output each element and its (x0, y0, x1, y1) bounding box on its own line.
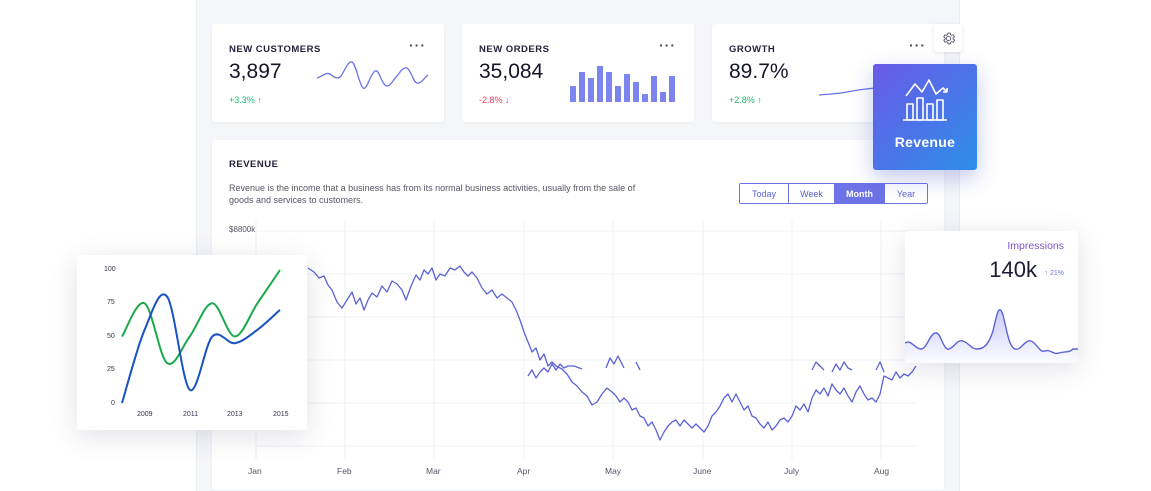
y-tick-50: 50 (107, 333, 115, 340)
mini-line-chart (121, 269, 281, 404)
orders-bar-chart (570, 66, 675, 102)
more-options-icon[interactable]: ··· (409, 37, 426, 53)
stat-card-new-orders: NEW ORDERS ··· 35,084 -2.8% ↓ (462, 24, 694, 122)
bar-chart-trend-icon (903, 79, 948, 121)
chart-gridlines (255, 220, 917, 460)
arrow-down-icon: ↓ (505, 95, 510, 105)
stat-title: NEW ORDERS (479, 44, 550, 55)
revenue-description: Revenue is the income that a business ha… (229, 183, 636, 205)
mini-chart-series-1 (121, 269, 281, 365)
tab-month[interactable]: Month (835, 184, 885, 203)
stat-change: +3.3% ↑ (229, 95, 262, 105)
y-tick-100: 100 (104, 266, 116, 273)
stat-value: 35,084 (479, 60, 544, 83)
stat-value: 3,897 (229, 60, 282, 83)
change-value: -2.8% (479, 95, 503, 105)
stat-title: GROWTH (729, 44, 776, 55)
impressions-area-chart (905, 309, 1078, 363)
tab-today[interactable]: Today (740, 184, 789, 203)
growth-sparkline (818, 87, 876, 96)
stat-card-new-customers: NEW CUSTOMERS ··· 3,897 +3.3% ↑ (212, 24, 444, 122)
settings-button[interactable] (934, 24, 962, 52)
x-tick-jan: Jan (248, 466, 262, 476)
x-tick-feb: Feb (337, 466, 352, 476)
y-axis-max-label: $8800k (229, 225, 256, 234)
x-tick-mar: Mar (426, 466, 441, 476)
impressions-title: Impressions (1007, 240, 1064, 252)
impressions-change: ↑ 21% (1045, 270, 1064, 277)
mini-chart-series-2 (121, 293, 281, 404)
gear-icon (942, 32, 955, 44)
impressions-change-value: 21% (1049, 270, 1064, 277)
tab-year[interactable]: Year (885, 184, 927, 203)
y-tick-75: 75 (107, 299, 115, 306)
x-tick-june: June (693, 466, 712, 476)
change-value: +3.3% (229, 95, 255, 105)
x-tick-2013: 2013 (227, 411, 243, 418)
x-tick-july: July (784, 466, 800, 476)
x-tick-may: May (605, 466, 622, 476)
y-tick-0: 0 (111, 400, 115, 407)
more-options-icon[interactable]: ··· (909, 37, 926, 53)
customers-sparkline (317, 61, 429, 89)
y-tick-25: 25 (107, 366, 115, 373)
x-tick-apr: Apr (517, 466, 531, 476)
tab-week[interactable]: Week (789, 184, 835, 203)
x-tick-2015: 2015 (273, 411, 289, 418)
revenue-series-secondary (527, 355, 885, 379)
x-tick-2009: 2009 (137, 411, 153, 418)
stat-change: +2.8% ↑ (729, 95, 762, 105)
x-tick-2011: 2011 (183, 411, 199, 418)
floating-line-chart-card: 100 75 50 25 0 2009 2011 2013 2015 (77, 255, 307, 430)
impressions-value: 140k (989, 257, 1037, 282)
revenue-badge-label: Revenue (894, 134, 956, 150)
change-value: +2.8% (729, 95, 755, 105)
stat-change: -2.8% ↓ (479, 95, 510, 105)
revenue-badge[interactable]: Revenue (873, 64, 977, 170)
impressions-card: Impressions 140k ↑ 21% (905, 231, 1078, 363)
revenue-title: REVENUE (229, 159, 279, 170)
stat-value: 89.7% (729, 60, 789, 83)
arrow-up-icon: ↑ (1044, 270, 1049, 277)
time-range-tabs: Today Week Month Year (739, 183, 928, 204)
arrow-up-icon: ↑ (757, 95, 762, 105)
revenue-series-main (307, 265, 917, 441)
revenue-card: REVENUE Revenue is the income that a bus… (212, 140, 944, 490)
revenue-line-chart (255, 220, 917, 460)
stat-title: NEW CUSTOMERS (229, 44, 321, 55)
arrow-up-icon: ↑ (257, 95, 262, 105)
more-options-icon[interactable]: ··· (659, 37, 676, 53)
x-tick-aug: Aug (874, 466, 890, 476)
